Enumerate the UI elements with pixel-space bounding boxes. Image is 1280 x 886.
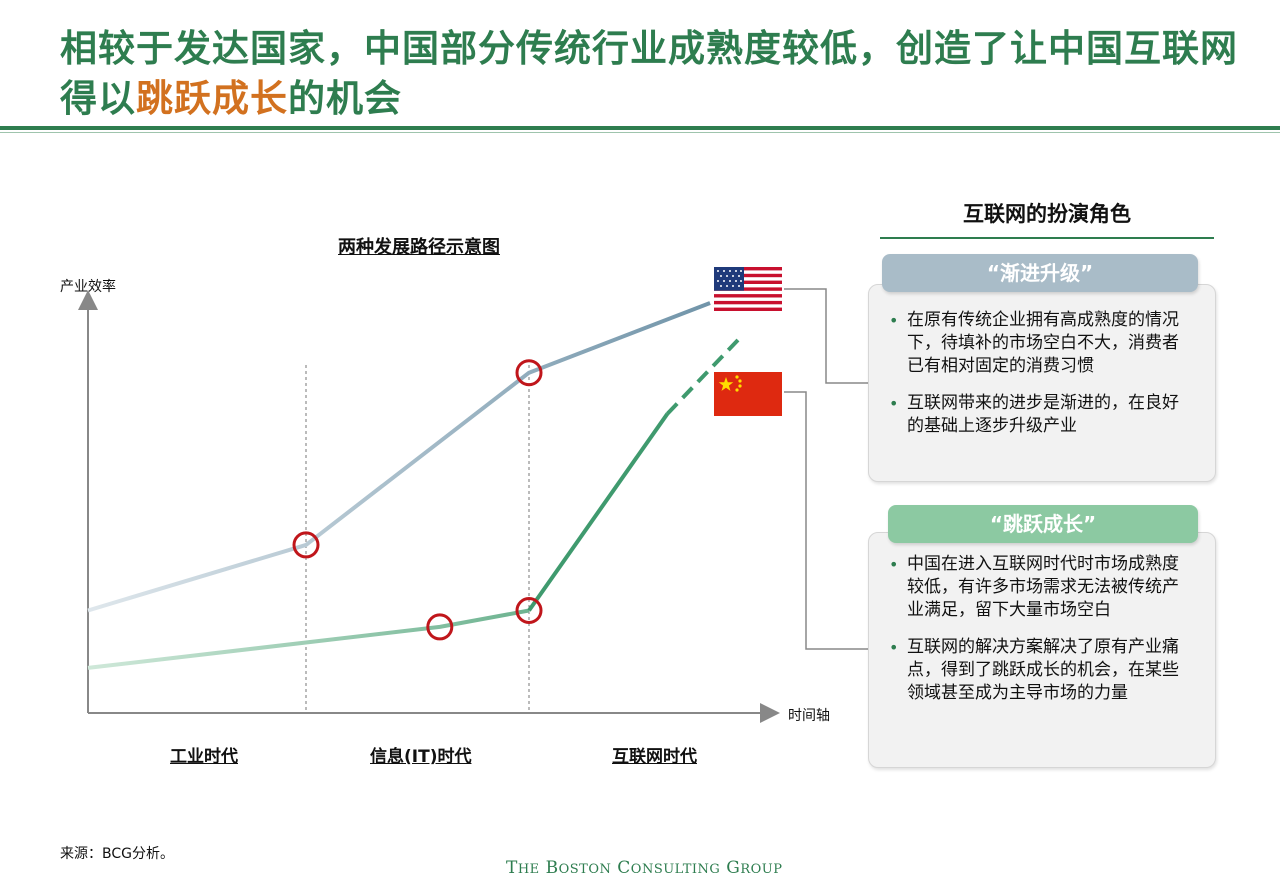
x-axis-label: 时间轴 (788, 708, 830, 724)
title-text-end: 的机会 (288, 77, 402, 120)
us-highlight-marker-1 (292, 531, 320, 559)
chart-title: 两种发展路径示意图 (338, 237, 500, 258)
cn-series-jump-line (527, 412, 670, 612)
cn-connector-line (784, 391, 868, 650)
us-flag-icon (714, 267, 782, 311)
cn-highlight-marker-2 (515, 597, 543, 624)
cn-series-projection-line (666, 334, 744, 416)
era-label-it: 信息(IT)时代 (370, 747, 472, 767)
gradual-upgrade-tag: “渐进升级” (882, 254, 1198, 292)
panel-divider (880, 237, 1214, 239)
leapfrog-bullet-1: 中国在进入互联网时代时市场成熟度较低，有许多市场需求无法被传统产业满足，留下大量… (889, 553, 1195, 622)
source-note: 来源：BCG分析。 (60, 846, 174, 862)
us-highlight-marker-2 (515, 359, 543, 387)
page-title: 相较于发达国家，中国部分传统行业成熟度较低，创造了让中国互联网得以跳跃成长的机会 (60, 24, 1250, 124)
gradual-bullet-2: 互联网带来的进步是渐进的，在良好的基础上逐步升级产业 (889, 392, 1195, 438)
era-label-internet: 互联网时代 (612, 747, 697, 767)
leapfrog-growth-tag: “跳跃成长” (888, 505, 1198, 543)
us-series-line (87, 301, 711, 613)
bcg-logo: THE BOSTON CONSULTING GROUP (506, 858, 783, 878)
cn-flag-icon (714, 372, 782, 416)
panel-title: 互联网的扮演角色 (963, 202, 1131, 226)
cn-series-line (87, 608, 530, 670)
leapfrog-bullet-2: 互联网的解决方案解决了原有产业痛点，得到了跳跃成长的机会，在某些领域甚至成为主导… (889, 636, 1195, 705)
leapfrog-growth-box: 中国在进入互联网时代时市场成熟度较低，有许多市场需求无法被传统产业满足，留下大量… (868, 532, 1216, 768)
era-label-industrial: 工业时代 (170, 747, 238, 767)
gradual-upgrade-box: 在原有传统企业拥有高成熟度的情况下，待填补的市场空白不大，消费者已有相对固定的消… (868, 284, 1216, 482)
title-divider-thin (0, 132, 1280, 133)
title-text: 相较于发达国家，中国部分传统行业成熟度较低，创造了让中国互联网得以 (60, 27, 1238, 120)
cn-highlight-marker-1 (426, 613, 454, 641)
us-connector-line (784, 288, 868, 384)
title-divider (0, 126, 1280, 130)
gradual-bullet-1: 在原有传统企业拥有高成熟度的情况下，待填补的市场空白不大，消费者已有相对固定的消… (889, 309, 1195, 378)
y-axis-label: 产业效率 (60, 279, 116, 295)
title-highlight: 跳跃成长 (136, 77, 288, 120)
